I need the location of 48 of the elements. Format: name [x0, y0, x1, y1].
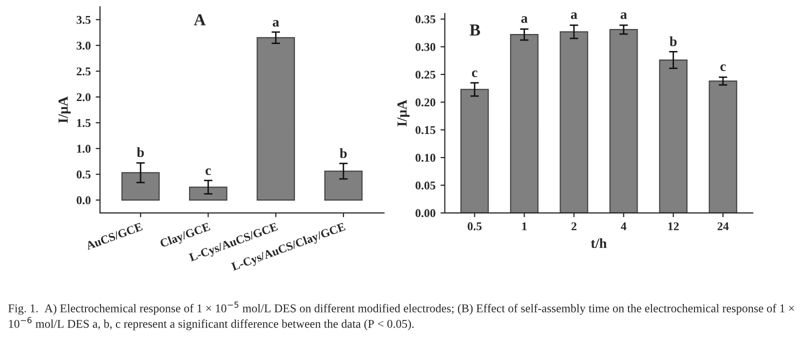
- bar: [609, 29, 638, 213]
- annotation: a: [272, 20, 280, 27]
- annotation: b: [136, 147, 144, 158]
- bar: [324, 170, 363, 201]
- y-tick-label: 0.20: [416, 98, 436, 106]
- y-tick-label: 0.00: [416, 209, 436, 218]
- y-tick-label: 0.15: [416, 126, 436, 134]
- y-tick-label: 0.05: [416, 181, 436, 190]
- annotation: c: [720, 64, 726, 72]
- annotation: B: [470, 24, 480, 36]
- annotation: a: [570, 12, 578, 20]
- y-tick-label: 0.30: [416, 43, 436, 52]
- x-tick-label: 24: [718, 222, 729, 230]
- bar: [708, 80, 738, 213]
- bar: [256, 37, 295, 201]
- y-tick-label: 0.0: [76, 196, 91, 204]
- x-tick-label: 4: [620, 222, 626, 230]
- y-axis-title: I/μA: [397, 100, 410, 126]
- y-tick-label: 0.5: [76, 170, 91, 179]
- annotation: a: [620, 12, 627, 20]
- bar: [189, 186, 228, 201]
- x-tick-label: 12: [668, 222, 679, 230]
- annotation: b: [340, 148, 347, 158]
- y-tick-label: 1.0: [77, 144, 91, 153]
- annotation: A: [194, 14, 206, 26]
- x-axis-title: t/h: [590, 238, 607, 248]
- y-axis-title: I/μA: [58, 96, 71, 123]
- annotation: c: [206, 168, 211, 176]
- y-tick-label: 0.35: [416, 15, 436, 24]
- annotation: c: [472, 70, 478, 78]
- x-tick-label: 0.5: [468, 222, 482, 230]
- bar: [460, 88, 489, 213]
- annotation: b: [670, 36, 677, 46]
- y-tick-label: 2.5: [76, 67, 91, 76]
- x-tick-label: 2: [572, 222, 576, 230]
- x-tick-label: 1: [522, 222, 527, 230]
- bar: [121, 172, 160, 201]
- y-tick-label: 3.5: [76, 16, 91, 24]
- y-tick-label: 0.25: [416, 70, 436, 79]
- bar: [659, 59, 688, 213]
- y-tick-label: 0.10: [416, 154, 436, 162]
- bar: [510, 34, 538, 213]
- y-tick-label: 3.0: [76, 42, 91, 50]
- annotation: a: [521, 16, 528, 23]
- y-tick-label: 1.5: [77, 119, 91, 127]
- bar: [560, 31, 588, 213]
- text: Fig. 1. A) Electrochemical response of 1 × 10$^{−5}$ mol/L DES on different modified electrodes; (B) Effect of self-assembly time on the electrochemical response of 1 × 10$^{−6}$ mol/L DES a, b, c represent a significant difference between the data (P < 0.05).: [8, 302, 794, 330]
- y-tick-label: 2.0: [76, 93, 91, 102]
